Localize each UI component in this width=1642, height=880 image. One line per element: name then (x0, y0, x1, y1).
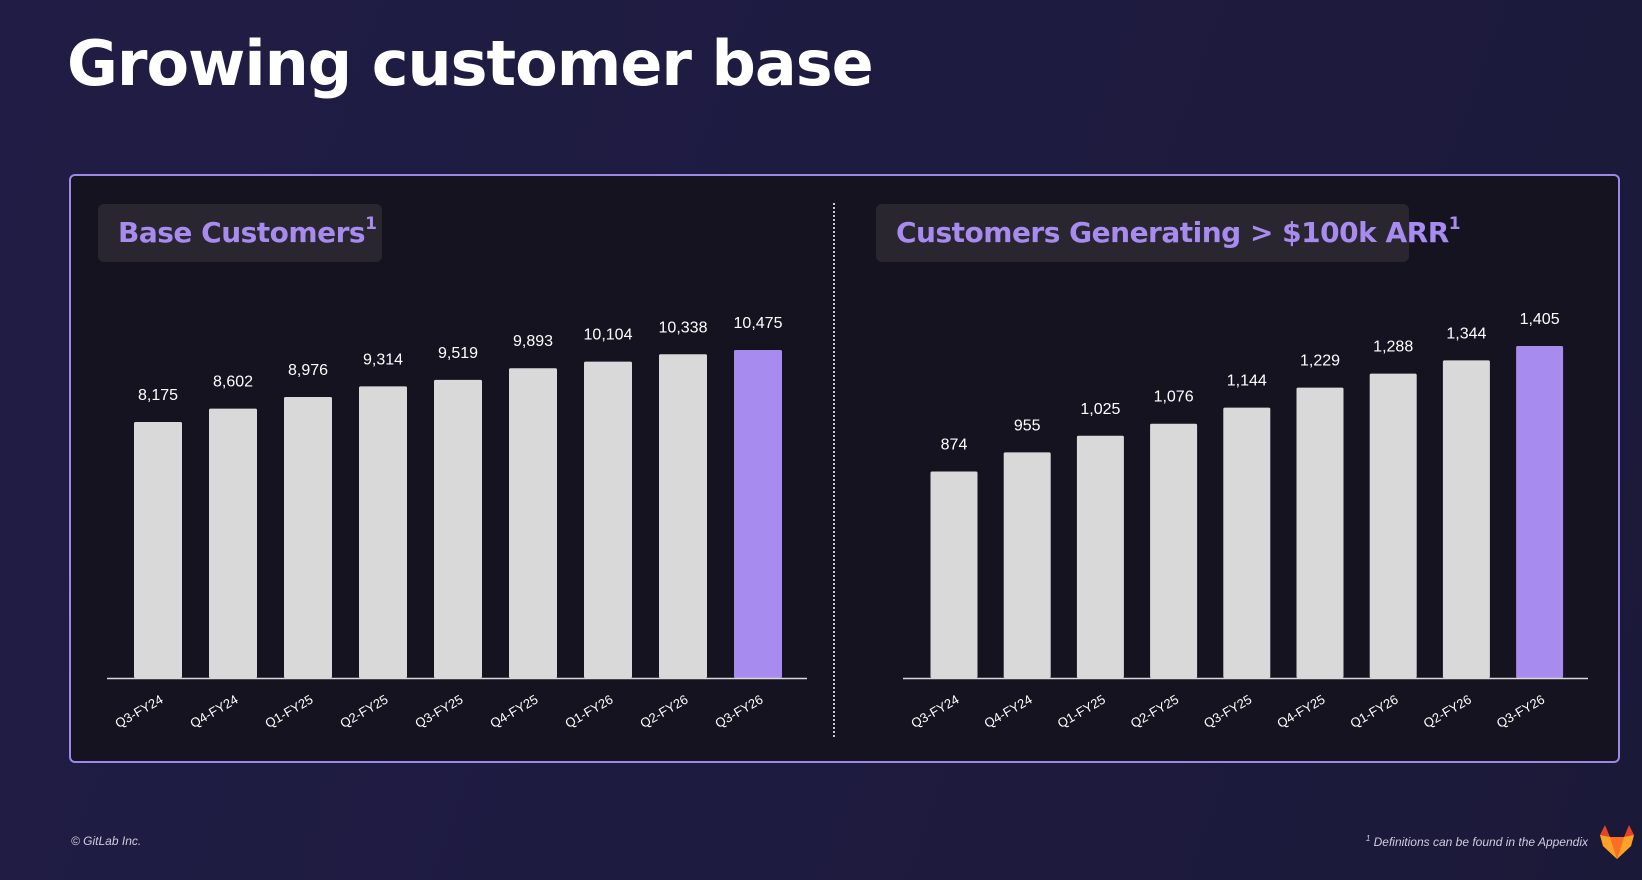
bar (1369, 373, 1417, 678)
footnote-marker: 1 (1448, 213, 1461, 234)
x-tick-label: Q4-FY25 (1274, 692, 1327, 731)
data-label: 874 (941, 436, 968, 453)
copyright-text: © GitLab Inc. (71, 834, 142, 848)
x-tick-label: Q2-FY25 (1128, 692, 1181, 731)
bar (584, 361, 632, 678)
page-title: Growing customer base (67, 27, 874, 100)
gitlab-tanuki-icon (1600, 825, 1634, 859)
base-customers-title-text: Base Customers (118, 216, 366, 249)
data-label: 1,025 (1080, 401, 1120, 418)
bar (1076, 435, 1124, 678)
footnote-marker: 1 (365, 213, 377, 234)
data-label: 1,229 (1300, 353, 1340, 370)
bar (1516, 346, 1564, 678)
data-label: 10,338 (659, 319, 708, 336)
x-tick-label: Q1-FY25 (1055, 692, 1108, 731)
data-label: 9,314 (363, 351, 403, 368)
bar (134, 422, 182, 678)
bar (1150, 423, 1198, 678)
data-label: 8,602 (213, 374, 253, 391)
data-label: 9,893 (513, 333, 553, 350)
data-label: 1,288 (1373, 339, 1413, 356)
x-tick-label: Q3-FY25 (1201, 692, 1254, 731)
bar (434, 379, 482, 678)
bar (659, 354, 707, 678)
footnote: 1 Definitions can be found in the Append… (1366, 834, 1588, 849)
x-tick-label: Q1-FY26 (1348, 692, 1401, 731)
data-label: 1,076 (1154, 389, 1194, 406)
bar (930, 471, 978, 678)
bar (1223, 407, 1271, 678)
data-label: 1,144 (1227, 373, 1267, 390)
data-label: 1,405 (1520, 311, 1560, 328)
bar (1003, 452, 1051, 678)
x-tick-label: Q3-FY24 (908, 692, 961, 731)
x-tick-label: Q3-FY26 (1494, 692, 1547, 731)
bar (1296, 387, 1344, 678)
arr-customers-title-text: Customers Generating > $100k ARR (896, 216, 1449, 249)
bar (359, 386, 407, 678)
data-label: 8,175 (138, 387, 178, 404)
data-label: 9,519 (438, 345, 478, 362)
data-label: 10,475 (734, 315, 783, 332)
footnote-marker: 1 (1365, 834, 1371, 843)
x-tick-label: Q4-FY24 (982, 692, 1035, 731)
bar (284, 396, 332, 678)
data-label: 955 (1014, 417, 1041, 434)
data-label: 1,344 (1446, 325, 1486, 342)
data-label: 8,976 (288, 362, 328, 379)
bar (209, 408, 257, 678)
chart-divider (833, 203, 835, 737)
bar (1442, 360, 1490, 678)
x-tick-label: Q2-FY26 (1421, 692, 1474, 731)
arr-customers-chart-title: Customers Generating > $100k ARR1 (876, 204, 1461, 262)
footnote-text: Definitions can be found in the Appendix (1373, 835, 1588, 849)
bar (734, 350, 782, 678)
bar (509, 368, 557, 678)
data-label: 10,104 (584, 327, 633, 344)
base-customers-chart-title: Base Customers1 (98, 204, 382, 262)
